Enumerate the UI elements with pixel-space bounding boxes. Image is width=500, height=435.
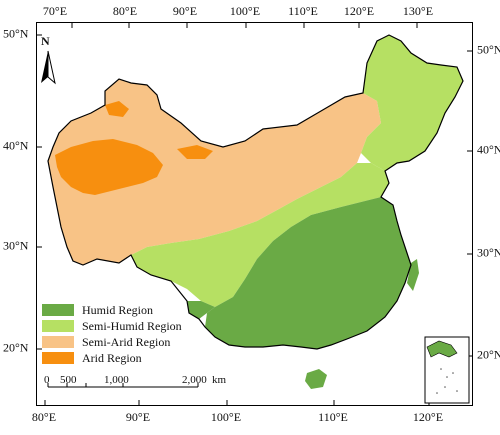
tick-label-top: 100°E bbox=[229, 4, 261, 18]
tick-label-left: 40°N bbox=[3, 138, 29, 153]
tick-label-left: 20°N bbox=[3, 340, 29, 355]
taiwan-island bbox=[407, 259, 419, 291]
tick-label-right: 30°N bbox=[477, 245, 500, 260]
tick-label-right: 40°N bbox=[477, 142, 500, 157]
map-canvas bbox=[37, 23, 472, 405]
tick-label-bottom: 90°E bbox=[125, 410, 151, 424]
scale-unit: km bbox=[212, 374, 227, 386]
tick-label-bottom: 80°E bbox=[31, 410, 57, 424]
map-frame bbox=[36, 22, 473, 406]
arid-region-inner-mongolia bbox=[177, 145, 213, 159]
legend-item: Semi-Humid Region bbox=[42, 318, 182, 334]
scale-labels: 0 500 1,000 2,000 km bbox=[42, 374, 242, 388]
scale-label: 0 bbox=[44, 374, 50, 386]
tick-label-right: 50°N bbox=[477, 42, 500, 57]
legend-swatch bbox=[42, 352, 74, 364]
tick-label-left: 30°N bbox=[3, 238, 29, 253]
legend-item: Humid Region bbox=[42, 302, 182, 318]
scale-bar: 0 500 1,000 2,000 km bbox=[42, 374, 242, 388]
inset-coastline bbox=[426, 340, 458, 358]
semi-humid-region-northeast bbox=[361, 35, 463, 171]
tick-label-top: 130°E bbox=[402, 4, 434, 18]
scale-label: 2,000 bbox=[182, 374, 207, 386]
legend-item: Semi-Arid Region bbox=[42, 334, 182, 350]
tick-label-top: 70°E bbox=[42, 4, 68, 18]
tick-label-top: 80°E bbox=[112, 4, 138, 18]
humid-region bbox=[205, 197, 411, 349]
legend-label: Semi-Humid Region bbox=[82, 318, 182, 333]
legend-swatch bbox=[42, 304, 74, 316]
arid-region bbox=[55, 139, 163, 195]
map-legend: Humid Region Semi-Humid Region Semi-Arid… bbox=[42, 302, 182, 366]
tick-label-top: 90°E bbox=[172, 4, 198, 18]
semi-humid-region-central bbox=[131, 163, 389, 307]
tick-label-bottom: 120°E bbox=[412, 410, 444, 424]
legend-swatch bbox=[42, 336, 74, 348]
semi-arid-region bbox=[48, 79, 381, 265]
hainan-island bbox=[305, 369, 327, 389]
frame-ticks bbox=[37, 23, 472, 405]
tick-label-bottom: 100°E bbox=[210, 410, 242, 424]
tick-label-top: 110°E bbox=[288, 4, 318, 18]
tick-label-right: 20°N bbox=[477, 347, 500, 362]
legend-label: Semi-Arid Region bbox=[82, 334, 171, 349]
scale-label: 1,000 bbox=[104, 374, 129, 386]
scale-label: 500 bbox=[60, 374, 77, 386]
scale-bar-graphic bbox=[47, 383, 199, 388]
humid-region-fringe bbox=[187, 301, 215, 319]
legend-swatch bbox=[42, 320, 74, 332]
legend-label: Humid Region bbox=[82, 302, 153, 317]
arid-region-north bbox=[105, 101, 129, 117]
tick-label-top: 120°E bbox=[343, 4, 375, 18]
tick-label-bottom: 110°E bbox=[318, 410, 348, 424]
inset-islands bbox=[436, 368, 458, 394]
country-outline bbox=[47, 34, 464, 350]
north-arrow-icon bbox=[41, 50, 56, 85]
north-label: N bbox=[41, 34, 50, 48]
tick-label-left: 50°N bbox=[3, 26, 29, 41]
legend-label: Arid Region bbox=[82, 350, 142, 365]
legend-item: Arid Region bbox=[42, 350, 182, 366]
